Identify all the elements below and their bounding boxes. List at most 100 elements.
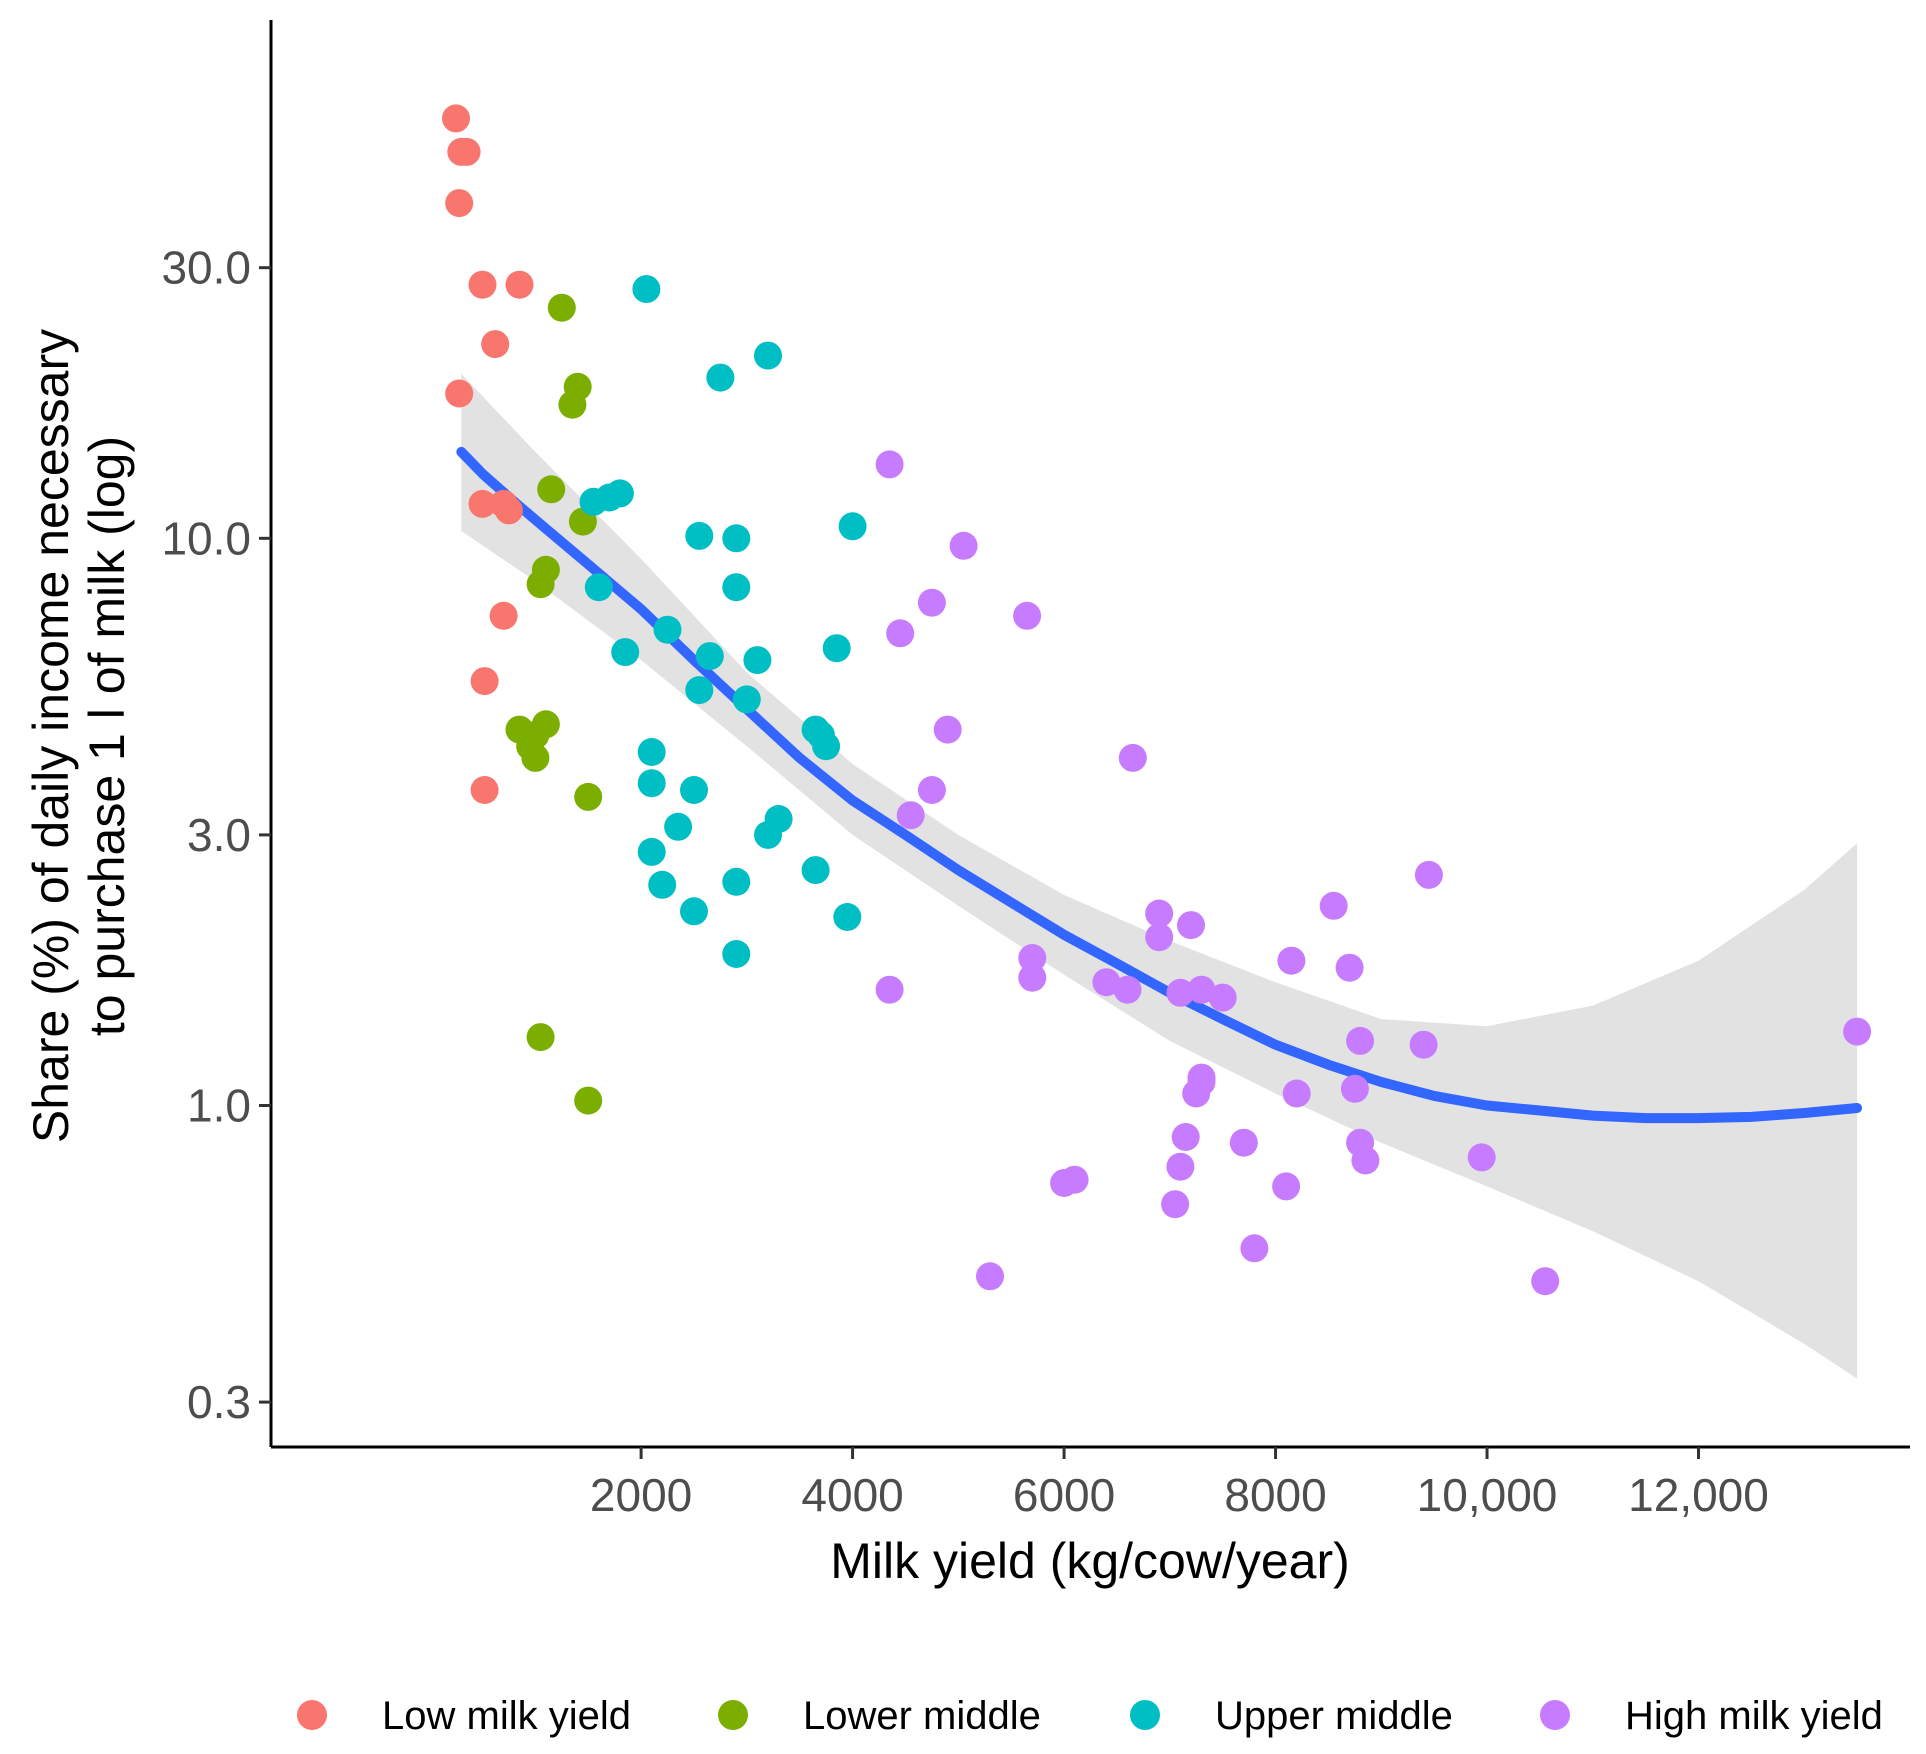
confidence-band-layer <box>461 373 1858 1379</box>
point-low-milk-yield-8 <box>468 489 497 518</box>
point-upper-middle-26 <box>754 820 782 849</box>
point-high-milk-yield-44 <box>1531 1267 1560 1296</box>
point-high-milk-yield-18 <box>875 975 904 1004</box>
point-upper-middle-6 <box>685 521 714 550</box>
x-tick-label: 6000 <box>1013 1469 1115 1521</box>
point-high-milk-yield-6 <box>1118 743 1147 772</box>
point-lower-middle-13 <box>526 1023 555 1052</box>
x-axis-title: Milk yield (kg/cow/year) <box>830 1533 1350 1589</box>
point-upper-middle-5 <box>605 479 634 508</box>
legend-key <box>718 1700 748 1730</box>
legend-label: Low milk yield <box>382 1694 631 1738</box>
point-high-milk-yield-37 <box>1166 1152 1195 1181</box>
point-low-milk-yield-4 <box>468 270 497 299</box>
point-low-milk-yield-0 <box>442 104 470 133</box>
point-low-milk-yield-3 <box>445 189 474 218</box>
point-upper-middle-20 <box>812 732 841 761</box>
y-tick-label: 30.0 <box>161 242 251 294</box>
point-upper-middle-2 <box>706 363 735 392</box>
point-upper-middle-32 <box>833 903 862 931</box>
point-high-milk-yield-9 <box>1414 860 1443 889</box>
point-high-milk-yield-22 <box>1187 975 1216 1004</box>
legend-item-upper-middle: Upper middle <box>1130 1694 1453 1738</box>
point-low-milk-yield-6 <box>481 330 510 359</box>
point-upper-middle-12 <box>611 638 640 667</box>
point-high-milk-yield-36 <box>1467 1143 1496 1172</box>
legend-key <box>1540 1700 1570 1730</box>
point-upper-middle-13 <box>695 642 724 671</box>
point-upper-middle-8 <box>838 512 867 541</box>
point-upper-middle-11 <box>653 615 682 644</box>
point-high-milk-yield-33 <box>1229 1128 1258 1157</box>
point-upper-middle-31 <box>680 897 708 926</box>
point-upper-middle-10 <box>722 573 751 602</box>
point-upper-middle-15 <box>822 634 851 663</box>
point-upper-middle-21 <box>637 738 666 766</box>
point-upper-middle-23 <box>680 776 708 804</box>
y-axis-title: Share (%) of daily income necessary to p… <box>23 329 135 1143</box>
point-high-milk-yield-17 <box>1145 923 1174 952</box>
point-low-milk-yield-13 <box>470 776 499 804</box>
point-low-milk-yield-12 <box>470 667 499 696</box>
y-axis-title-line-1: Share (%) of daily income necessary <box>23 329 79 1143</box>
point-high-milk-yield-15 <box>1335 953 1364 982</box>
point-upper-middle-1 <box>754 341 782 370</box>
point-upper-middle-16 <box>685 676 714 705</box>
point-lower-middle-9 <box>531 710 560 739</box>
legend-item-low-milk-yield: Low milk yield <box>297 1694 631 1738</box>
point-high-milk-yield-5 <box>933 715 962 744</box>
data-points-layer <box>442 104 1872 1296</box>
point-high-milk-yield-13 <box>1018 944 1047 972</box>
point-lower-middle-6 <box>526 570 555 599</box>
point-upper-middle-14 <box>743 646 772 675</box>
axes-layer <box>269 20 1910 1449</box>
point-high-milk-yield-32 <box>1171 1123 1200 1151</box>
y-tick-label: 1.0 <box>187 1080 251 1132</box>
point-low-milk-yield-2 <box>452 137 481 166</box>
point-high-milk-yield-4 <box>886 619 915 648</box>
point-high-milk-yield-31 <box>1182 1079 1211 1108</box>
point-high-milk-yield-7 <box>917 776 946 804</box>
point-high-milk-yield-35 <box>1351 1146 1380 1175</box>
legend-key <box>297 1700 327 1730</box>
point-lower-middle-2 <box>558 390 587 419</box>
point-upper-middle-24 <box>664 812 693 841</box>
legend-label: Lower middle <box>803 1694 1041 1738</box>
point-upper-middle-33 <box>722 940 751 968</box>
trend-line <box>456 446 1863 1124</box>
trend-line-layer <box>456 446 1863 1124</box>
point-high-milk-yield-2 <box>917 588 946 617</box>
point-high-milk-yield-42 <box>1240 1234 1269 1263</box>
point-upper-middle-30 <box>722 867 751 896</box>
point-high-milk-yield-24 <box>1346 1026 1375 1055</box>
point-high-milk-yield-3 <box>1013 601 1042 630</box>
point-high-milk-yield-25 <box>1409 1030 1438 1059</box>
y-tick-label: 3.0 <box>187 809 251 861</box>
point-lower-middle-11 <box>521 743 550 772</box>
y-tick-label: 0.3 <box>187 1376 251 1428</box>
point-lower-middle-0 <box>547 293 576 322</box>
point-low-milk-yield-7 <box>445 379 474 408</box>
point-lower-middle-12 <box>574 782 603 811</box>
point-upper-middle-9 <box>584 573 613 602</box>
point-upper-middle-29 <box>648 870 677 899</box>
point-high-milk-yield-12 <box>1177 911 1205 940</box>
point-high-milk-yield-29 <box>1340 1074 1369 1103</box>
legend-key <box>1130 1700 1160 1730</box>
point-high-milk-yield-10 <box>1319 891 1348 920</box>
point-high-milk-yield-20 <box>1113 975 1142 1004</box>
point-high-milk-yield-19 <box>1092 968 1121 997</box>
point-upper-middle-22 <box>637 769 666 798</box>
point-high-milk-yield-40 <box>1272 1172 1301 1201</box>
point-high-milk-yield-26 <box>1843 1017 1872 1046</box>
point-high-milk-yield-39 <box>1050 1169 1079 1197</box>
x-ticks-layer: 2000 4000 6000 8000 10,000 12,000 <box>590 1447 1769 1521</box>
legend: Low milk yield Lower middle Upper middle Hi… <box>297 1694 1883 1738</box>
point-lower-middle-14 <box>574 1086 603 1115</box>
x-tick-label: 8000 <box>1224 1469 1326 1521</box>
point-high-milk-yield-21 <box>1166 978 1195 1007</box>
x-tick-label: 2000 <box>590 1469 692 1521</box>
point-high-milk-yield-43 <box>976 1262 1004 1291</box>
point-high-milk-yield-11 <box>1145 899 1174 928</box>
